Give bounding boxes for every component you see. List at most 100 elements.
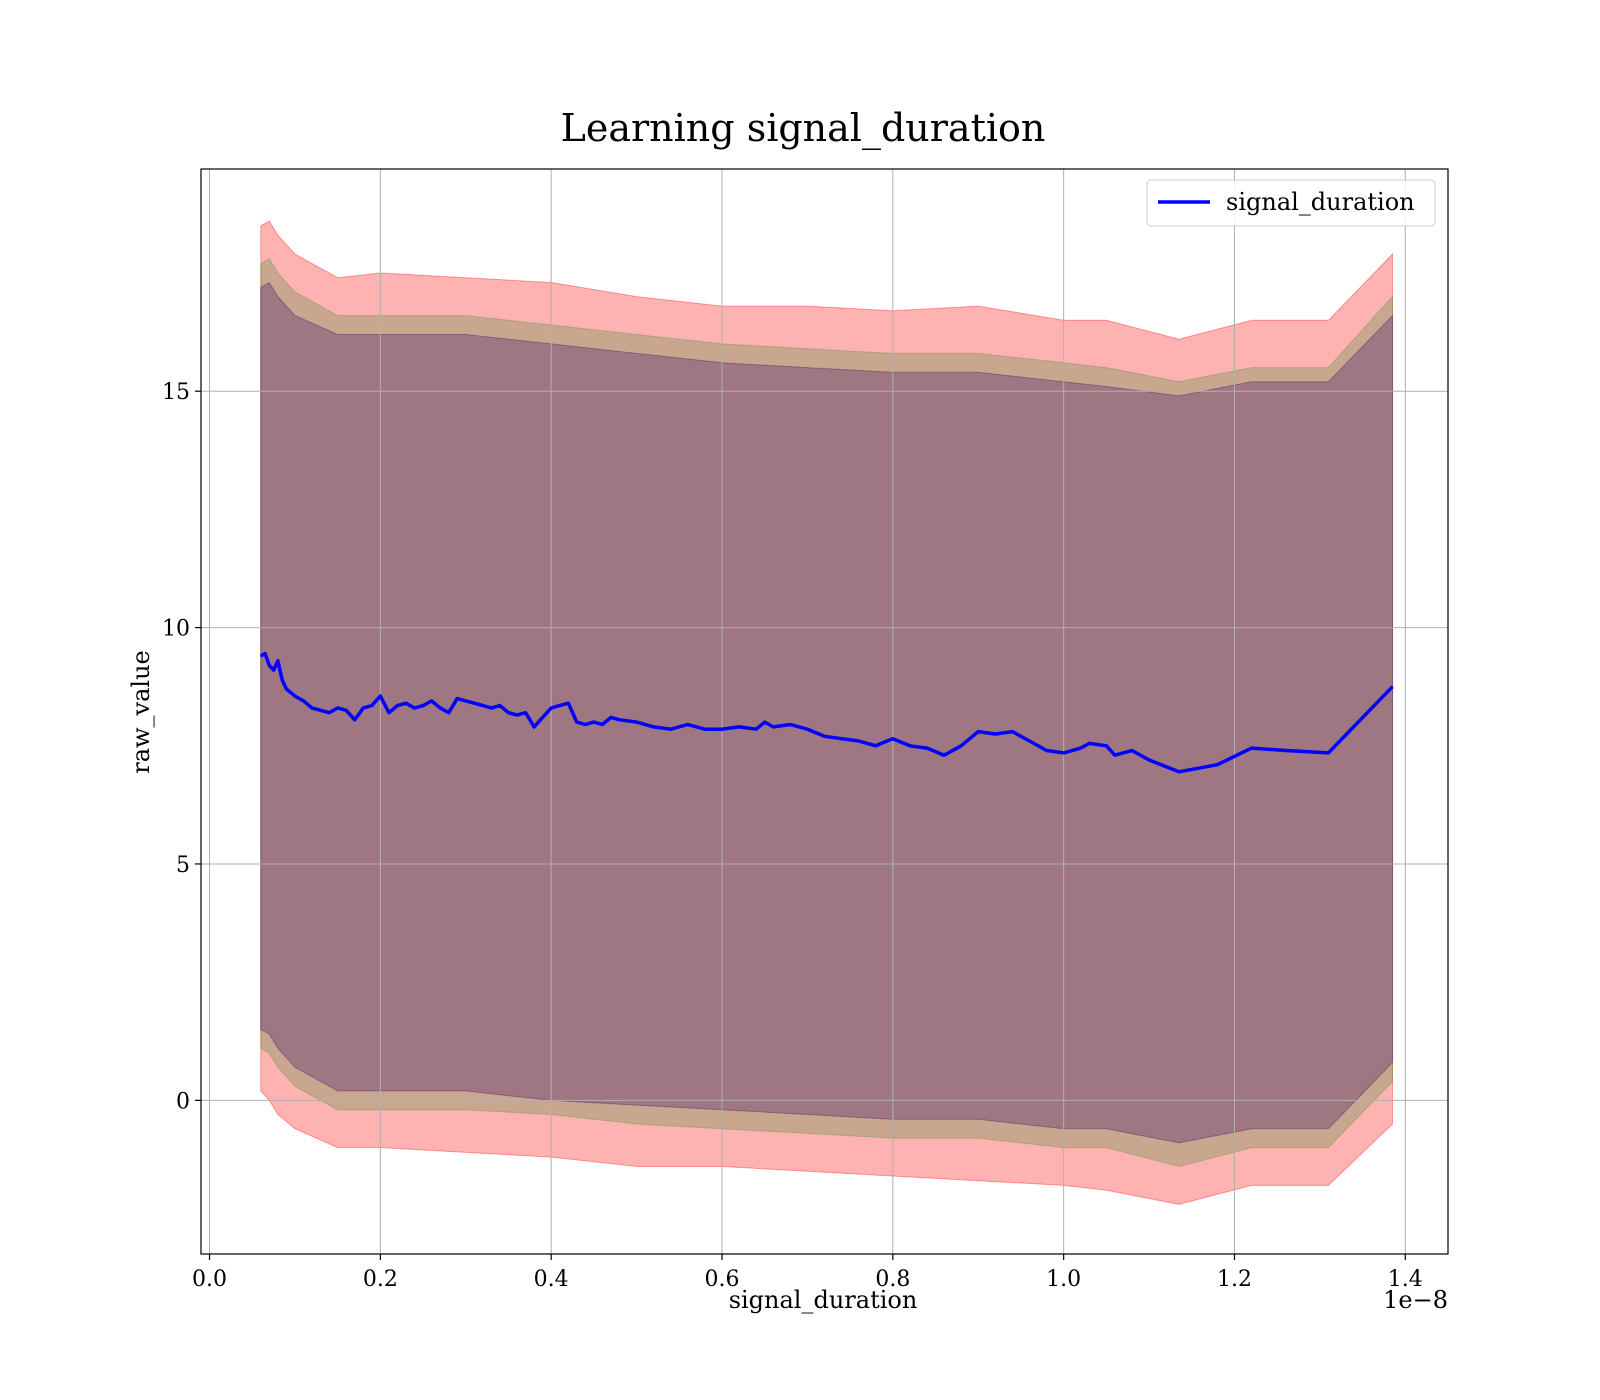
data-point bbox=[354, 719, 356, 721]
data-point bbox=[499, 705, 501, 707]
data-point bbox=[858, 740, 860, 742]
data-point bbox=[516, 714, 518, 716]
data-point bbox=[285, 688, 287, 690]
x-tick-label: 0.0 bbox=[192, 1267, 227, 1292]
series-lines bbox=[259, 651, 1394, 774]
data-point bbox=[448, 712, 450, 714]
data-point bbox=[823, 735, 826, 737]
data-point bbox=[960, 745, 962, 747]
data-point bbox=[413, 707, 416, 709]
data-point bbox=[465, 700, 467, 702]
x-tick-label: 0.4 bbox=[534, 1267, 569, 1292]
y-axis-label: raw_value bbox=[127, 650, 155, 774]
confidence-bands bbox=[260, 220, 1393, 1205]
legend-label: signal_duration bbox=[1226, 188, 1415, 216]
data-point bbox=[1216, 764, 1218, 766]
data-point bbox=[525, 712, 527, 714]
data-point bbox=[909, 745, 911, 747]
data-point bbox=[1088, 742, 1090, 745]
data-point bbox=[1080, 747, 1082, 749]
confidence-band-0 bbox=[260, 220, 1393, 1205]
data-point bbox=[670, 728, 672, 730]
data-point bbox=[456, 697, 458, 700]
confidence-band-2 bbox=[260, 281, 1393, 1144]
grid-lines bbox=[201, 169, 1448, 1254]
data-point bbox=[320, 709, 322, 711]
data-point bbox=[994, 733, 996, 735]
data-point bbox=[1285, 749, 1287, 752]
data-point bbox=[584, 723, 586, 726]
data-point bbox=[875, 745, 877, 747]
data-point bbox=[294, 695, 296, 697]
legend: signal_duration bbox=[1146, 179, 1436, 227]
data-point bbox=[1131, 749, 1133, 752]
data-point bbox=[653, 726, 655, 728]
legend-box bbox=[1146, 179, 1436, 227]
data-point bbox=[550, 707, 552, 709]
y-tick-label: 10 bbox=[162, 617, 190, 642]
x-tick-label: 0.6 bbox=[705, 1267, 740, 1292]
data-point bbox=[371, 705, 373, 707]
data-point bbox=[473, 702, 475, 704]
data-point bbox=[337, 707, 339, 709]
data-point bbox=[482, 705, 484, 707]
data-point bbox=[396, 705, 398, 707]
data-point bbox=[593, 721, 595, 723]
data-point bbox=[755, 728, 757, 730]
data-point bbox=[281, 679, 283, 681]
data-point bbox=[277, 660, 279, 662]
data-point bbox=[422, 705, 424, 707]
data-point bbox=[1011, 731, 1014, 733]
data-point bbox=[328, 712, 330, 714]
x-axis-ticks: 0.0 0.2 0.4 0.6 0.8 1.0 1.2 1.4 bbox=[192, 1254, 1423, 1292]
x-axis-multiplier: 1e−8 bbox=[1383, 1286, 1448, 1314]
x-tick-label: 1.4 bbox=[1388, 1267, 1423, 1292]
x-tick-label: 1.0 bbox=[1046, 1267, 1081, 1292]
data-point bbox=[1114, 754, 1116, 756]
data-point bbox=[1063, 752, 1065, 754]
data-point bbox=[601, 723, 604, 726]
data-point bbox=[268, 664, 270, 667]
plot-frame bbox=[200, 168, 1449, 1255]
data-point bbox=[567, 702, 569, 704]
data-point bbox=[789, 723, 791, 726]
data-point bbox=[618, 719, 621, 721]
data-point bbox=[1251, 747, 1253, 749]
data-point bbox=[1327, 752, 1329, 754]
data-point bbox=[892, 738, 894, 740]
data-point bbox=[926, 747, 928, 749]
chart-title: Learning signal_duration bbox=[561, 106, 1046, 151]
data-point bbox=[1028, 740, 1031, 742]
data-point bbox=[1105, 745, 1107, 747]
data-point bbox=[1178, 771, 1180, 773]
data-point bbox=[542, 716, 544, 719]
data-point bbox=[764, 721, 766, 723]
y-tick-label: 15 bbox=[162, 380, 190, 405]
plot-background bbox=[201, 169, 1448, 1254]
data-point bbox=[977, 731, 979, 733]
y-tick-label: 0 bbox=[176, 1089, 190, 1114]
data-point bbox=[490, 707, 492, 709]
data-point bbox=[1046, 749, 1048, 752]
data-point bbox=[273, 669, 275, 671]
data-point bbox=[264, 653, 266, 655]
data-point bbox=[388, 712, 390, 714]
confidence-band-1 bbox=[260, 258, 1393, 1168]
data-point bbox=[1391, 686, 1394, 688]
y-axis-ticks: 0 5 10 15 bbox=[162, 380, 201, 1114]
data-point bbox=[704, 728, 706, 730]
y-tick-label: 5 bbox=[176, 853, 190, 878]
data-point bbox=[687, 723, 689, 726]
data-point bbox=[362, 707, 364, 709]
x-tick-label: 1.2 bbox=[1217, 1267, 1252, 1292]
data-point bbox=[576, 721, 578, 723]
data-point bbox=[636, 721, 638, 723]
data-point bbox=[559, 705, 561, 707]
data-point bbox=[738, 726, 740, 728]
data-point bbox=[943, 754, 945, 756]
data-point bbox=[302, 700, 305, 702]
plot-area bbox=[200, 168, 1449, 1255]
data-point bbox=[431, 700, 433, 702]
data-point bbox=[379, 695, 381, 697]
